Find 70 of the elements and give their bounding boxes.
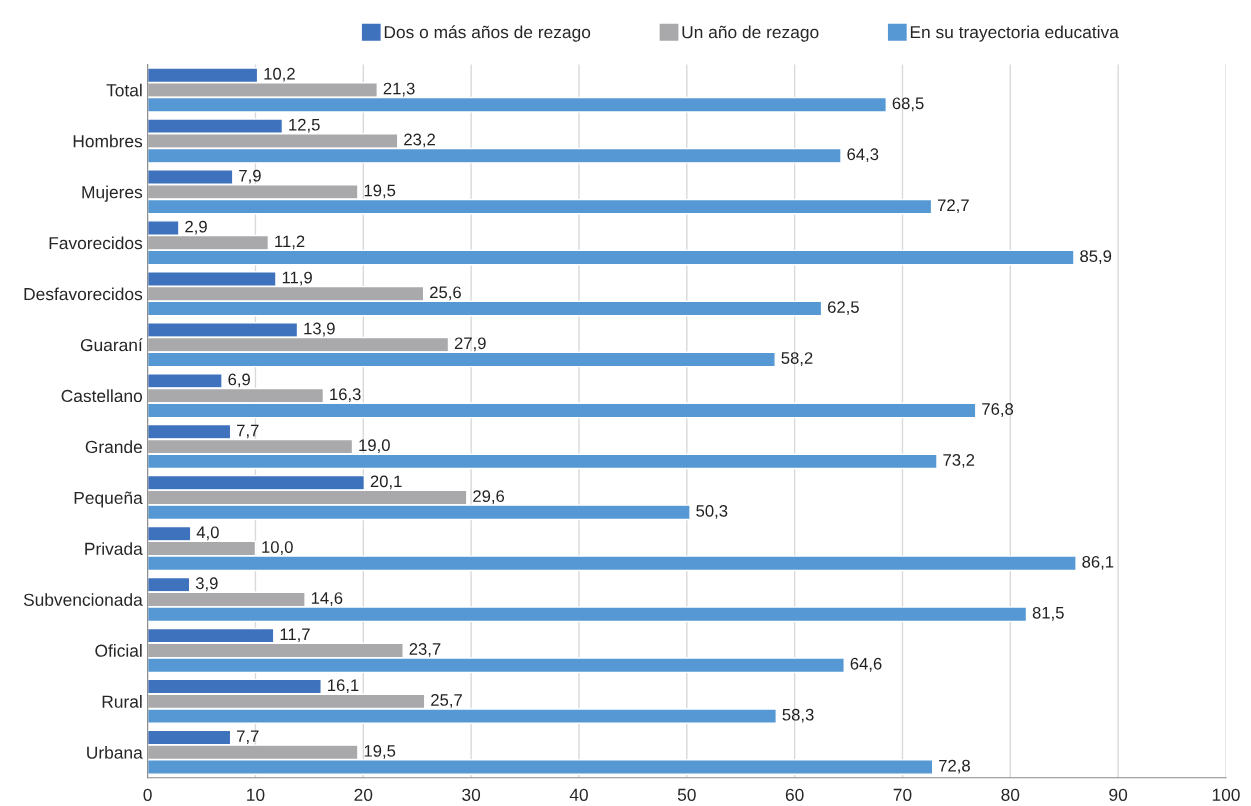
data-label: 25,7 — [431, 694, 462, 708]
y-tick-label: Favorecidos — [49, 236, 143, 250]
y-tick-label: Subvencionada — [23, 593, 143, 606]
data-label: 86,1 — [1082, 555, 1114, 570]
x-tick-label: 20 — [354, 788, 373, 801]
x-tick-label: 10 — [247, 788, 265, 801]
data-label: 7,9 — [239, 169, 261, 184]
y-tick-label: Castellano — [61, 389, 143, 403]
legend-label: En su trayectoria educativa — [910, 25, 1119, 42]
data-label: 16,1 — [328, 679, 359, 694]
data-label: 25,6 — [430, 286, 461, 301]
x-tick-label: 70 — [893, 788, 912, 801]
data-label: 72,7 — [938, 199, 969, 214]
x-tick-label: 100 — [1212, 788, 1240, 801]
data-label: 21,3 — [383, 82, 415, 97]
data-label: 20,1 — [370, 475, 402, 490]
data-label: 64,6 — [850, 657, 882, 672]
data-label: 58,3 — [782, 708, 814, 723]
data-label: 13,9 — [304, 322, 335, 337]
x-tick-label: 50 — [677, 788, 696, 801]
data-label: 81,5 — [1032, 606, 1064, 621]
data-label: 3,9 — [195, 577, 218, 592]
data-label: 14,6 — [311, 592, 343, 606]
data-label: 76,8 — [982, 403, 1014, 417]
y-tick-label: Urbana — [87, 746, 143, 759]
data-label: 73,2 — [943, 454, 975, 468]
x-tick-label: 40 — [569, 788, 588, 801]
x-tick-label: 0 — [143, 788, 152, 801]
legend-label: Un año de rezago — [682, 25, 819, 42]
data-label: 23,7 — [409, 643, 441, 657]
data-label: 11,2 — [275, 235, 305, 250]
y-tick-label: Mujeres — [82, 185, 143, 202]
data-label: 7,7 — [237, 424, 259, 439]
data-label: 23,2 — [404, 133, 435, 148]
data-label: 19,5 — [364, 744, 396, 759]
x-tick-label: 90 — [1109, 788, 1128, 801]
data-label: 29,6 — [473, 490, 505, 504]
y-tick-label: Rural — [102, 695, 142, 708]
data-label: 10,0 — [262, 541, 293, 555]
y-tick-label: Desfavorecidos — [24, 287, 143, 301]
y-tick-label: Guaraní — [80, 338, 143, 352]
data-label: 16,3 — [330, 388, 361, 403]
data-label: 62,5 — [828, 301, 859, 315]
x-tick-label: 80 — [1001, 788, 1020, 801]
data-label: 19,5 — [364, 184, 396, 199]
data-label: 2,9 — [185, 220, 207, 235]
data-label: 11,7 — [280, 628, 310, 643]
y-tick-label: Pequeña — [74, 491, 143, 508]
x-tick-label: 60 — [785, 788, 804, 801]
data-label: 68,5 — [892, 97, 924, 112]
y-tick-label: Grande — [85, 440, 142, 454]
data-label: 11,9 — [282, 271, 312, 286]
data-label: 7,7 — [237, 730, 259, 744]
data-label: 58,2 — [781, 352, 813, 366]
data-label: 12,5 — [289, 118, 320, 133]
data-label: 72,8 — [939, 759, 970, 774]
data-label: 10,2 — [264, 67, 295, 82]
x-tick-label: 30 — [462, 788, 481, 801]
data-label: 85,9 — [1080, 250, 1112, 265]
y-tick-label: Privada — [85, 542, 143, 555]
y-tick-label: Total — [106, 83, 142, 97]
y-tick-label: Oficial — [95, 644, 142, 657]
data-label: 4,0 — [196, 526, 219, 541]
data-label: 50,3 — [696, 505, 728, 519]
data-label: 27,9 — [454, 337, 486, 352]
data-label: 64,3 — [847, 148, 879, 163]
y-tick-label: Hombres — [73, 134, 143, 148]
data-label: 19,0 — [359, 439, 390, 454]
legend-label: Dos o más años de rezago — [384, 25, 591, 42]
data-label: 6,9 — [228, 373, 250, 388]
